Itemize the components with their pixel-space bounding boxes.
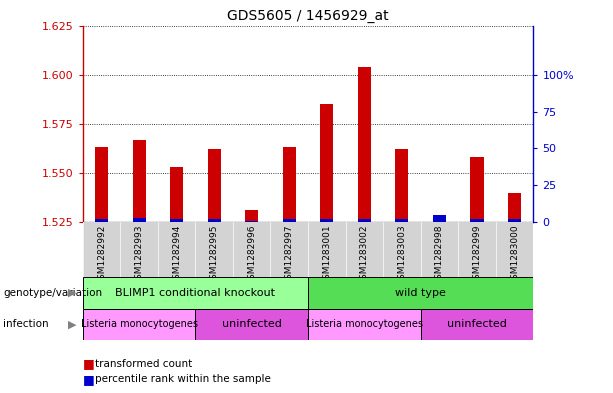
Bar — [320, 104, 333, 222]
Bar — [421, 309, 533, 340]
Text: uninfected: uninfected — [222, 319, 281, 329]
Text: GSM1282996: GSM1282996 — [247, 225, 256, 285]
Text: wild type: wild type — [395, 288, 446, 298]
Bar — [433, 215, 446, 222]
Bar — [470, 157, 484, 222]
Text: ■: ■ — [83, 373, 94, 386]
Bar — [95, 147, 108, 222]
Text: ▶: ▶ — [68, 319, 77, 329]
Bar — [245, 210, 258, 222]
Bar — [308, 277, 533, 309]
Title: GDS5605 / 1456929_at: GDS5605 / 1456929_at — [227, 9, 389, 23]
Text: GSM1282999: GSM1282999 — [473, 225, 481, 285]
Text: uninfected: uninfected — [447, 319, 507, 329]
Text: ▶: ▶ — [68, 288, 77, 298]
Bar — [245, 220, 258, 222]
Bar — [208, 219, 221, 222]
Bar — [308, 309, 421, 340]
Bar — [95, 219, 108, 222]
Bar — [132, 218, 146, 222]
Text: GSM1282992: GSM1282992 — [97, 225, 106, 285]
Text: GSM1282994: GSM1282994 — [172, 225, 181, 285]
Bar — [196, 309, 308, 340]
Text: GSM1283000: GSM1283000 — [510, 225, 519, 285]
Bar — [508, 219, 521, 222]
Bar — [320, 219, 333, 222]
Text: Listeria monocytogenes: Listeria monocytogenes — [80, 319, 197, 329]
Bar — [358, 219, 371, 222]
Bar — [83, 309, 196, 340]
Text: GSM1283002: GSM1283002 — [360, 225, 369, 285]
Text: BLIMP1 conditional knockout: BLIMP1 conditional knockout — [115, 288, 275, 298]
Text: GSM1282997: GSM1282997 — [285, 225, 294, 285]
Bar — [395, 149, 408, 222]
Text: GSM1282993: GSM1282993 — [135, 225, 143, 285]
Text: percentile rank within the sample: percentile rank within the sample — [95, 374, 271, 384]
Text: infection: infection — [3, 319, 48, 329]
Text: GSM1283001: GSM1283001 — [322, 225, 331, 285]
Bar — [283, 219, 296, 222]
Bar — [170, 219, 183, 222]
Bar — [470, 219, 484, 222]
Text: Listeria monocytogenes: Listeria monocytogenes — [306, 319, 423, 329]
Text: ■: ■ — [83, 357, 94, 370]
Bar — [208, 149, 221, 222]
Bar — [132, 140, 146, 222]
Text: GSM1282995: GSM1282995 — [210, 225, 219, 285]
Text: GSM1282998: GSM1282998 — [435, 225, 444, 285]
Bar — [170, 167, 183, 222]
Bar — [283, 147, 296, 222]
Bar — [358, 67, 371, 222]
Bar — [83, 277, 308, 309]
Text: transformed count: transformed count — [95, 358, 192, 369]
Bar — [508, 193, 521, 222]
Bar — [395, 219, 408, 222]
Text: GSM1283003: GSM1283003 — [397, 225, 406, 285]
Text: genotype/variation: genotype/variation — [3, 288, 102, 298]
